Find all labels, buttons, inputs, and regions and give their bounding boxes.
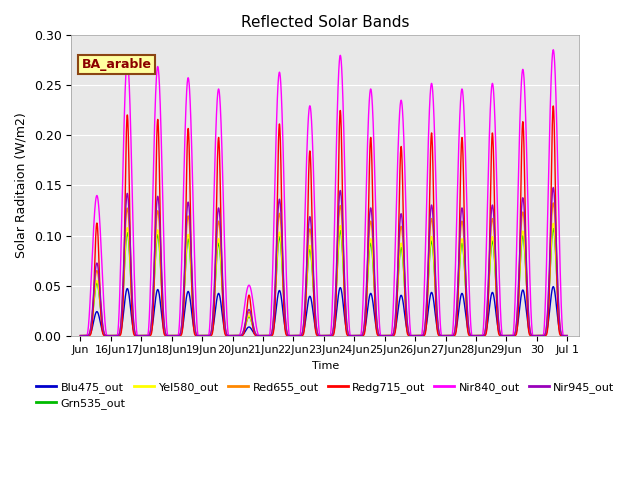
Nir945_out: [550, 185, 557, 191]
Blu475_out: [410, 333, 417, 338]
Grn535_out: [550, 226, 557, 231]
Nir840_out: [77, 333, 84, 338]
Redg715_out: [77, 333, 84, 338]
Nir840_out: [563, 333, 571, 338]
Red655_out: [550, 200, 557, 206]
Text: BA_arable: BA_arable: [81, 58, 152, 71]
Redg715_out: [563, 333, 571, 338]
Nir840_out: [329, 289, 337, 295]
Nir945_out: [77, 333, 84, 338]
Line: Blu475_out: Blu475_out: [81, 287, 567, 336]
X-axis label: Time: Time: [312, 361, 339, 371]
Nir840_out: [480, 323, 488, 328]
Yel580_out: [550, 220, 557, 226]
Redg715_out: [365, 170, 373, 176]
Red655_out: [410, 333, 417, 338]
Red655_out: [563, 333, 571, 338]
Grn535_out: [365, 249, 373, 255]
Grn535_out: [563, 333, 571, 338]
Nir945_out: [329, 329, 337, 335]
Redg715_out: [410, 333, 417, 338]
Grn535_out: [533, 333, 541, 338]
Line: Yel580_out: Yel580_out: [81, 223, 567, 336]
Blu475_out: [329, 332, 337, 337]
Red655_out: [365, 229, 373, 235]
Yel580_out: [563, 333, 571, 338]
Line: Nir840_out: Nir840_out: [81, 50, 567, 336]
Blu475_out: [533, 333, 541, 338]
Yel580_out: [365, 245, 373, 251]
Grn535_out: [329, 330, 337, 336]
Nir840_out: [410, 333, 417, 338]
Grn535_out: [77, 333, 84, 338]
Nir945_out: [365, 217, 373, 223]
Redg715_out: [329, 333, 337, 338]
Blu475_out: [480, 333, 488, 338]
Line: Grn535_out: Grn535_out: [81, 228, 567, 336]
Grn535_out: [480, 333, 488, 338]
Nir840_out: [510, 323, 518, 329]
Yel580_out: [329, 330, 337, 336]
Yel580_out: [533, 333, 541, 338]
Grn535_out: [510, 333, 518, 338]
Yel580_out: [510, 333, 518, 338]
Nir945_out: [410, 333, 417, 338]
Nir945_out: [533, 333, 541, 338]
Yel580_out: [480, 333, 488, 338]
Redg715_out: [510, 333, 518, 338]
Red655_out: [329, 330, 337, 336]
Blu475_out: [510, 333, 518, 338]
Redg715_out: [480, 333, 488, 338]
Red655_out: [510, 333, 518, 338]
Yel580_out: [410, 333, 417, 338]
Redg715_out: [550, 103, 557, 109]
Nir840_out: [365, 98, 373, 104]
Nir840_out: [533, 333, 541, 338]
Line: Red655_out: Red655_out: [81, 203, 567, 336]
Nir945_out: [563, 333, 571, 338]
Redg715_out: [533, 333, 541, 338]
Red655_out: [533, 333, 541, 338]
Nir945_out: [480, 333, 488, 338]
Legend: Blu475_out, Grn535_out, Yel580_out, Red655_out, Redg715_out, Nir840_out, Nir945_: Blu475_out, Grn535_out, Yel580_out, Red6…: [32, 377, 619, 413]
Grn535_out: [410, 333, 417, 338]
Nir945_out: [510, 333, 518, 338]
Line: Nir945_out: Nir945_out: [81, 188, 567, 336]
Yel580_out: [77, 333, 84, 338]
Nir840_out: [550, 47, 557, 53]
Y-axis label: Solar Raditaion (W/m2): Solar Raditaion (W/m2): [15, 113, 28, 258]
Red655_out: [480, 333, 488, 338]
Title: Reflected Solar Bands: Reflected Solar Bands: [241, 15, 410, 30]
Blu475_out: [563, 333, 571, 338]
Red655_out: [77, 333, 84, 338]
Blu475_out: [550, 284, 557, 289]
Blu475_out: [77, 333, 84, 338]
Blu475_out: [365, 294, 373, 300]
Line: Redg715_out: Redg715_out: [81, 106, 567, 336]
